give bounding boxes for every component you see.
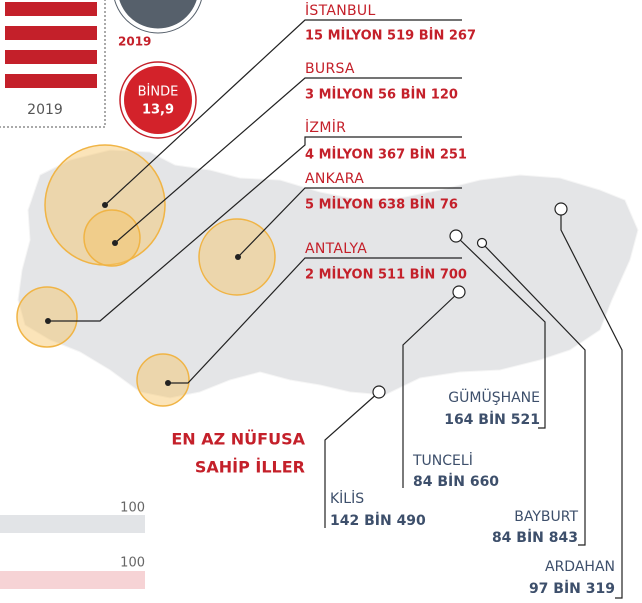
rate-ring (119, 61, 197, 139)
rate-label: BİNDE (138, 84, 179, 100)
city-population: 4 MİLYON 367 BİN 251 (305, 147, 467, 163)
leader-lines (48, 19, 462, 384)
people-icons (5, 2, 97, 88)
headline: SAHİP İLLER (195, 458, 305, 477)
rate-circle (124, 66, 192, 134)
city-name: ANKARA (305, 171, 364, 187)
city-dot (452, 285, 466, 299)
bar-label: 100 (120, 501, 145, 516)
city-name: İZMİR (305, 118, 346, 136)
city-name: TUNCELİ (412, 451, 473, 469)
city-population: 2 MİLYON 511 BİN 700 (305, 267, 467, 283)
city-dot (372, 385, 386, 399)
headline: EN AZ NÜFUSA (171, 430, 305, 449)
dark-circle (116, 0, 200, 32)
city-circle (16, 286, 78, 348)
city-population: 15 MİLYON 519 BİN 267 (305, 28, 476, 44)
city-name: İSTANBUL (305, 1, 376, 19)
city-name: ANTALYA (305, 241, 367, 257)
box-year: 2019 (27, 102, 63, 118)
city-population: 164 BİN 521 (444, 411, 540, 428)
dark-ring (114, 0, 202, 34)
leader-lines (324, 209, 623, 599)
city-dot (554, 202, 568, 216)
population-box (0, 0, 106, 128)
city-name: ARDAHAN (545, 559, 615, 575)
city-name: BURSA (305, 61, 355, 77)
city-population: 5 MİLYON 638 BİN 76 (305, 197, 458, 213)
turkey-map (17, 149, 639, 399)
city-circle (136, 353, 190, 407)
city-population: 142 BİN 490 (330, 512, 426, 529)
city-population: 84 BİN 843 (492, 529, 578, 546)
city-name: BAYBURT (514, 509, 578, 525)
city-name: GÜMÜŞHANE (448, 388, 540, 406)
city-circle (83, 209, 141, 267)
city-name: KİLİS (330, 489, 364, 507)
city-population: 84 BİN 660 (413, 473, 499, 490)
rate-value: 13,9 (142, 103, 174, 118)
city-population: 97 BİN 319 (529, 580, 615, 597)
bar-label: 100 (120, 556, 145, 571)
city-population: 3 MİLYON 56 BİN 120 (305, 87, 458, 103)
rate-year: 2019 (118, 35, 151, 49)
bar (0, 571, 145, 589)
bar (0, 515, 145, 533)
city-dot (449, 229, 463, 243)
city-dot (476, 237, 488, 249)
